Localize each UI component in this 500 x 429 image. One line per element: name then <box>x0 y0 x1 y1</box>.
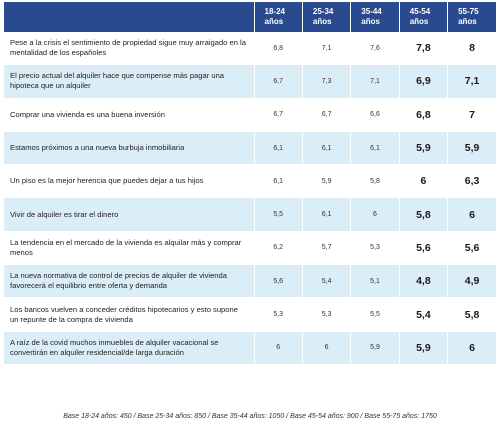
value-cell: 5,5 <box>253 197 303 232</box>
value-cell: 4,9 <box>447 264 496 299</box>
value-cell: 6,8 <box>253 32 303 66</box>
row-statement: Comprar una vivienda es una buena invers… <box>4 98 255 132</box>
table-row: Comprar una vivienda es una buena invers… <box>4 98 496 132</box>
value-cell: 7,1 <box>447 64 496 99</box>
value-cell: 5,9 <box>398 131 448 166</box>
row-statement: El precio actual del alquiler hace que c… <box>4 64 255 99</box>
row-statement: A raíz de la covid muchos inmuebles de a… <box>4 331 255 365</box>
value-cell: 6,1 <box>253 131 303 166</box>
table-row: Los bancos vuelven a conceder créditos h… <box>4 297 496 332</box>
header-row: 18-24 años 25-34 años 35-44 años 45-54 a… <box>4 2 496 32</box>
value-cell: 5,7 <box>301 231 351 266</box>
value-cell: 6,7 <box>253 98 303 132</box>
table-row: Un piso es la mejor herencia que puedes … <box>4 164 496 199</box>
row-statement: La tendencia en el mercado de la viviend… <box>4 231 255 266</box>
value-cell: 6,7 <box>301 98 351 132</box>
value-cell: 5,8 <box>350 164 400 199</box>
value-cell: 5,3 <box>253 297 303 332</box>
value-cell: 5,3 <box>350 231 400 266</box>
value-cell: 7 <box>447 98 496 132</box>
value-cell: 5,9 <box>350 331 400 365</box>
survey-table-container: 18-24 años 25-34 años 35-44 años 45-54 a… <box>4 2 496 365</box>
value-cell: 5,9 <box>447 131 496 166</box>
value-cell: 7,3 <box>301 64 351 99</box>
value-cell: 6,2 <box>253 231 303 266</box>
column-header-45-54: 45-54 años <box>398 2 448 32</box>
column-header-18-24: 18-24 años <box>253 2 303 32</box>
row-statement: Estamos próximos a una nueva burbuja inm… <box>4 131 255 166</box>
value-cell: 5,9 <box>301 164 351 199</box>
row-statement: Los bancos vuelven a conceder créditos h… <box>4 297 255 332</box>
survey-table: 18-24 años 25-34 años 35-44 años 45-54 a… <box>4 2 496 365</box>
value-cell: 6,8 <box>398 98 448 132</box>
value-cell: 7,1 <box>350 64 400 99</box>
value-cell: 6,9 <box>398 64 448 99</box>
value-cell: 5,5 <box>350 297 400 332</box>
value-cell: 8 <box>447 32 496 66</box>
value-cell: 7,8 <box>398 32 448 66</box>
value-cell: 7,1 <box>301 32 351 66</box>
value-cell: 5,8 <box>447 297 496 332</box>
row-statement: Un piso es la mejor herencia que puedes … <box>4 164 255 199</box>
base-footnote: Base 18-24 años: 450 / Base 25-34 años: … <box>63 413 437 420</box>
value-cell: 6 <box>447 197 496 232</box>
value-cell: 6,6 <box>350 98 400 132</box>
header-blank-cell <box>4 2 255 32</box>
value-cell: 5,1 <box>350 264 400 299</box>
column-header-35-44: 35-44 años <box>350 2 400 32</box>
value-cell: 5,3 <box>301 297 351 332</box>
value-cell: 5,9 <box>398 331 448 365</box>
table-row: Vivir de alquiler es tirar el dinero 5,5 6… <box>4 197 496 232</box>
value-cell: 6 <box>350 197 400 232</box>
value-cell: 6,1 <box>301 197 351 232</box>
value-cell: 5,6 <box>253 264 303 299</box>
value-cell: 5,4 <box>398 297 448 332</box>
table-body: Pese a la crisis el sentimiento de propi… <box>4 32 496 365</box>
row-statement: Pese a la crisis el sentimiento de propi… <box>4 32 255 66</box>
row-statement: La nueva normativa de control de precios… <box>4 264 255 299</box>
value-cell: 6 <box>301 331 351 365</box>
value-cell: 6,1 <box>253 164 303 199</box>
value-cell: 6,1 <box>301 131 351 166</box>
value-cell: 6 <box>253 331 303 365</box>
column-header-55-75: 55-75 años <box>447 2 496 32</box>
column-header-25-34: 25-34 años <box>301 2 351 32</box>
table-row: La nueva normativa de control de precios… <box>4 264 496 299</box>
value-cell: 6,1 <box>350 131 400 166</box>
value-cell: 5,8 <box>398 197 448 232</box>
value-cell: 4,8 <box>398 264 448 299</box>
value-cell: 5,6 <box>398 231 448 266</box>
table-row: Estamos próximos a una nueva burbuja inm… <box>4 131 496 166</box>
value-cell: 6 <box>447 331 496 365</box>
table-row: Pese a la crisis el sentimiento de propi… <box>4 32 496 66</box>
table-row: El precio actual del alquiler hace que c… <box>4 64 496 99</box>
row-statement: Vivir de alquiler es tirar el dinero <box>4 197 255 232</box>
value-cell: 7,6 <box>350 32 400 66</box>
table-row: A raíz de la covid muchos inmuebles de a… <box>4 331 496 365</box>
value-cell: 6,7 <box>253 64 303 99</box>
value-cell: 5,6 <box>447 231 496 266</box>
value-cell: 6,3 <box>447 164 496 199</box>
table-row: La tendencia en el mercado de la viviend… <box>4 231 496 266</box>
value-cell: 6 <box>398 164 448 199</box>
value-cell: 5,4 <box>301 264 351 299</box>
